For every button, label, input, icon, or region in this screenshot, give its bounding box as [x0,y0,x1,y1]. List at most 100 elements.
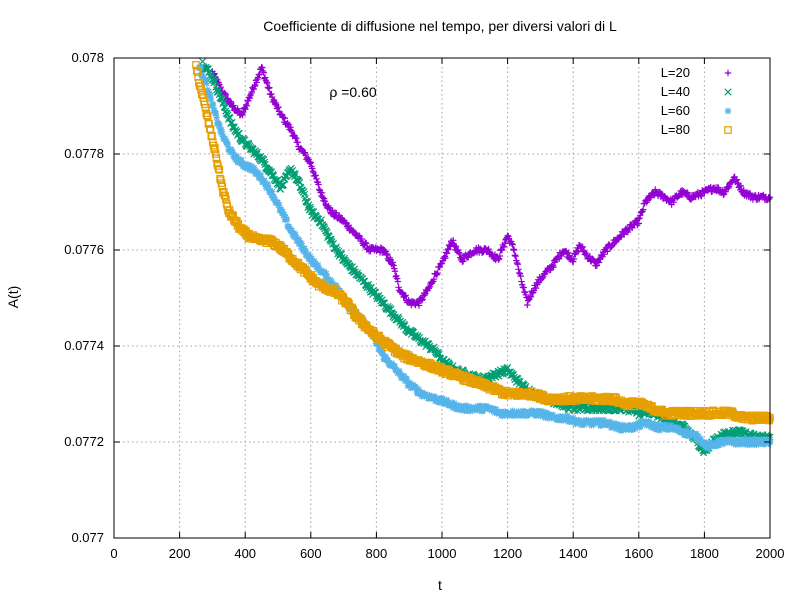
data-point [514,261,522,268]
data-point [345,222,352,229]
data-point [209,141,218,150]
data-point [512,252,519,260]
data-point [207,92,214,99]
data-point [218,126,225,134]
data-point [510,245,517,253]
data-point [227,98,234,105]
data-point [558,252,565,260]
data-point [260,158,269,166]
data-point [203,112,212,121]
data-point [315,181,322,188]
data-point [268,90,275,98]
data-point [434,269,441,277]
data-point [635,220,642,227]
data-point [205,120,213,128]
data-point [685,433,693,440]
x-tick-label: 0 [110,546,117,561]
data-point [656,427,664,434]
legend-marker [724,88,732,96]
data-point [212,110,220,117]
data-point [270,193,277,200]
data-point [701,189,708,197]
data-point [265,184,272,192]
data-point [298,240,305,247]
data-point [265,85,272,92]
data-point [316,186,323,193]
data-point [673,424,680,431]
data-point [521,288,528,295]
data-point [384,357,392,365]
data-point [313,175,320,183]
data-point [314,261,322,269]
data-point [221,135,229,142]
data-point [309,165,316,172]
data-point [459,258,467,265]
data-point [391,363,398,370]
data-point [434,348,442,357]
data-point [532,284,540,292]
legend: L=20 L=40 L=60 L=80 [661,65,732,137]
data-point [647,424,655,431]
data-point [639,206,647,213]
data-point [209,102,217,109]
data-point [242,160,249,168]
data-point [279,208,286,215]
data-point [275,104,282,111]
legend-label: L=20 [661,65,690,80]
data-point [229,148,236,156]
data-point [213,114,220,121]
data-point [287,124,294,131]
data-point [518,278,525,285]
data-point [729,178,736,185]
data-point [243,102,251,110]
data-point [629,426,637,433]
data-point [311,257,318,265]
data-point [401,293,408,300]
data-point [358,235,366,243]
data-point [441,253,449,260]
data-point [398,289,406,296]
y-tick-label: 0.0778 [64,146,104,161]
data-point [198,72,206,80]
data-point [626,422,634,429]
x-tick-label: 1800 [690,546,719,561]
data-point [613,425,620,433]
y-tick-label: 0.0774 [64,338,104,353]
data-point [425,285,433,292]
data-point [301,247,309,255]
data-point [296,237,303,244]
data-point [211,107,218,114]
data-point [242,106,249,113]
data-point [312,261,320,268]
data-point [706,445,714,452]
x-tick-label: 400 [234,546,256,561]
data-point [216,174,224,183]
data-point [524,301,531,309]
data-point [759,192,766,199]
data-point [206,125,215,133]
data-point [250,164,258,171]
data-point [567,255,575,262]
data-point [293,135,300,142]
data-point [604,248,611,255]
data-point [442,254,449,262]
data-point [444,246,451,253]
data-point [322,270,330,277]
data-point [264,79,271,87]
plot-series [192,57,774,457]
data-point [389,259,396,266]
data-point [418,297,426,304]
data-point [647,194,654,202]
data-point [475,407,483,414]
data-point [220,191,229,200]
data-point [738,437,745,444]
data-point [509,241,516,248]
data-point [610,419,618,427]
data-point [682,427,690,434]
data-point [496,252,504,260]
data-point [504,232,511,239]
data-point [527,293,535,301]
data-point [201,103,210,112]
data-point [491,409,498,416]
data-point [298,146,306,153]
